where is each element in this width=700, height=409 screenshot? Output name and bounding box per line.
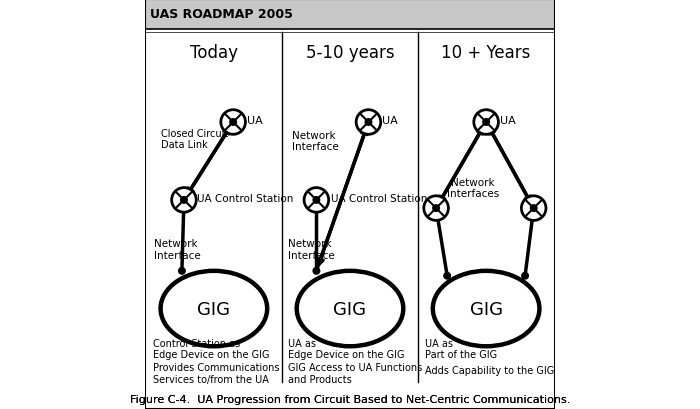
Ellipse shape (433, 271, 540, 346)
Text: Control Station as
Edge Device on the GIG: Control Station as Edge Device on the GI… (153, 338, 270, 359)
Text: Today: Today (190, 44, 238, 62)
Text: Figure C-4.  UA Progression from Circuit Based to Net-Centric Communications.: Figure C-4. UA Progression from Circuit … (130, 394, 570, 404)
Text: Network
Interface: Network Interface (292, 130, 339, 152)
Text: Figure C-4.  UA Progression from Circuit Based to Net-Centric Communications.: Figure C-4. UA Progression from Circuit … (130, 394, 570, 404)
Text: UA Control Station: UA Control Station (330, 194, 427, 204)
Text: UA Control Station: UA Control Station (197, 194, 294, 204)
Text: UA as
Part of the GIG: UA as Part of the GIG (425, 338, 497, 359)
Circle shape (356, 110, 381, 135)
Text: Network
Interface: Network Interface (288, 239, 335, 260)
Text: 5-10 years: 5-10 years (306, 44, 394, 62)
Text: 10 + Years: 10 + Years (442, 44, 531, 62)
Text: Provides Communications
Services to/from the UA: Provides Communications Services to/from… (153, 362, 280, 384)
Circle shape (433, 205, 440, 212)
Circle shape (424, 196, 449, 221)
Circle shape (313, 197, 320, 204)
Ellipse shape (160, 271, 267, 346)
Text: GIG: GIG (470, 300, 503, 318)
Text: Closed Circuit
Data Link: Closed Circuit Data Link (160, 128, 228, 150)
Text: UA as
Edge Device on the GIG: UA as Edge Device on the GIG (288, 338, 405, 359)
Circle shape (230, 119, 237, 126)
Text: GIG: GIG (197, 300, 230, 318)
Text: GIG Access to UA Functions
and Products: GIG Access to UA Functions and Products (288, 362, 423, 384)
Circle shape (522, 196, 546, 221)
Circle shape (178, 268, 186, 274)
Circle shape (365, 119, 372, 126)
Text: GIG: GIG (333, 300, 367, 318)
Text: Adds Capability to the GIG: Adds Capability to the GIG (425, 365, 554, 375)
Text: UA: UA (500, 115, 515, 125)
Circle shape (444, 273, 451, 279)
Text: UA: UA (382, 115, 398, 125)
Text: Network
Interface: Network Interface (154, 239, 201, 260)
Text: Network
Interfaces: Network Interfaces (447, 178, 499, 199)
Circle shape (531, 205, 537, 212)
Ellipse shape (297, 271, 403, 346)
Circle shape (474, 110, 498, 135)
Circle shape (304, 188, 329, 213)
Circle shape (522, 273, 528, 279)
Circle shape (483, 119, 489, 126)
Text: UA: UA (246, 115, 262, 125)
FancyBboxPatch shape (145, 0, 555, 29)
Circle shape (181, 197, 187, 204)
Circle shape (313, 268, 320, 274)
Circle shape (172, 188, 196, 213)
Text: UAS ROADMAP 2005: UAS ROADMAP 2005 (150, 8, 293, 21)
Circle shape (221, 110, 246, 135)
